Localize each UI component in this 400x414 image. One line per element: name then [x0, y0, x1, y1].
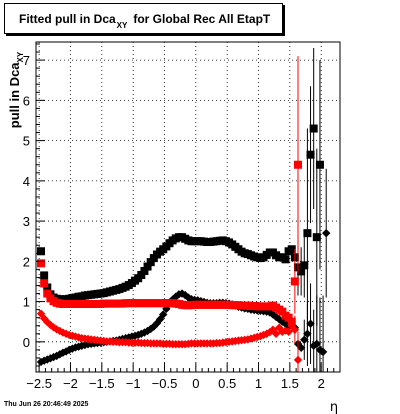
- x-tick-label: −0.5: [152, 376, 178, 391]
- title-box: Fitted pull in DcaXY for Global Rec All E…: [4, 3, 283, 34]
- x-tick-label: −2: [63, 376, 78, 391]
- data-point: [296, 343, 306, 353]
- series-4: [36, 309, 303, 372]
- data-point: [143, 262, 152, 271]
- y-axis-label: pull in DcaXY: [7, 51, 25, 128]
- data-point: [303, 229, 312, 238]
- y-tick-label: 6: [23, 93, 30, 108]
- data-point: [159, 310, 168, 319]
- data-point: [306, 150, 315, 159]
- data-point: [318, 347, 328, 357]
- data-point: [284, 327, 293, 336]
- data-point: [43, 283, 52, 292]
- data-point: [40, 279, 49, 288]
- data-point: [37, 259, 46, 268]
- x-tick-label: 0: [192, 376, 199, 391]
- data-point: [293, 355, 303, 365]
- data-point: [278, 307, 287, 316]
- data-point: [297, 267, 306, 276]
- timestamp-footer: Thu Jun 26 20:46:49 2025: [4, 401, 89, 408]
- data-point: [143, 326, 152, 336]
- plot-frame: [35, 41, 341, 373]
- data-point: [52, 325, 61, 334]
- data-point: [58, 328, 68, 337]
- data-point: [281, 255, 290, 264]
- data-point: [43, 289, 52, 298]
- data-point: [290, 277, 299, 286]
- x-tick-label: 1.5: [281, 376, 299, 391]
- y-tick-label: 5: [23, 134, 30, 149]
- data-point: [140, 266, 149, 275]
- y-tick-label: 4: [23, 174, 30, 189]
- axes: −2.5 −2 −1.5 −1 −0.5 0 0.5 1 1.5 2 0 1 2 3 4 5 6 7: [23, 43, 335, 391]
- data-point: [300, 335, 309, 345]
- x-tick-label: −1.5: [89, 376, 115, 391]
- data-point: [137, 271, 146, 280]
- title-subscript: XY: [116, 21, 128, 30]
- data-point: [146, 258, 155, 267]
- y-tick-label: 7: [23, 53, 30, 68]
- data-point: [40, 271, 49, 280]
- chart-title: Fitted pull in DcaXY for Global Rec All E…: [19, 12, 271, 30]
- title-rest: for Global Rec All EtapT: [133, 12, 271, 26]
- data-point: [290, 325, 300, 334]
- series-3: [37, 56, 303, 326]
- x-tick-label: 1: [255, 376, 262, 391]
- x-tick-label: 2: [318, 376, 325, 391]
- y-tick-label: 2: [23, 254, 30, 269]
- y-tick-label: 0: [23, 335, 30, 350]
- data-point: [294, 160, 303, 169]
- data-layer: [36, 48, 331, 372]
- title-main: Fitted pull in Dca: [19, 12, 116, 26]
- x-tick-label: 0.5: [218, 376, 236, 391]
- data-point: [271, 329, 281, 338]
- x-tick-label: −1: [126, 376, 141, 391]
- y-tick-label: 3: [23, 214, 30, 229]
- data-point: [315, 160, 324, 169]
- x-axis-label: η: [330, 400, 338, 414]
- data-point: [284, 313, 293, 322]
- data-point: [306, 319, 315, 328]
- data-point: [303, 329, 312, 338]
- data-point: [49, 323, 58, 332]
- x-tick-label: −2.5: [26, 376, 52, 391]
- y-tick-label: 1: [23, 295, 30, 310]
- data-point: [37, 247, 46, 256]
- data-point: [68, 344, 77, 353]
- data-point: [300, 261, 309, 270]
- data-point: [309, 124, 318, 133]
- data-point: [312, 233, 321, 242]
- data-point: [287, 245, 296, 254]
- data-point: [312, 339, 322, 349]
- data-point: [322, 228, 331, 238]
